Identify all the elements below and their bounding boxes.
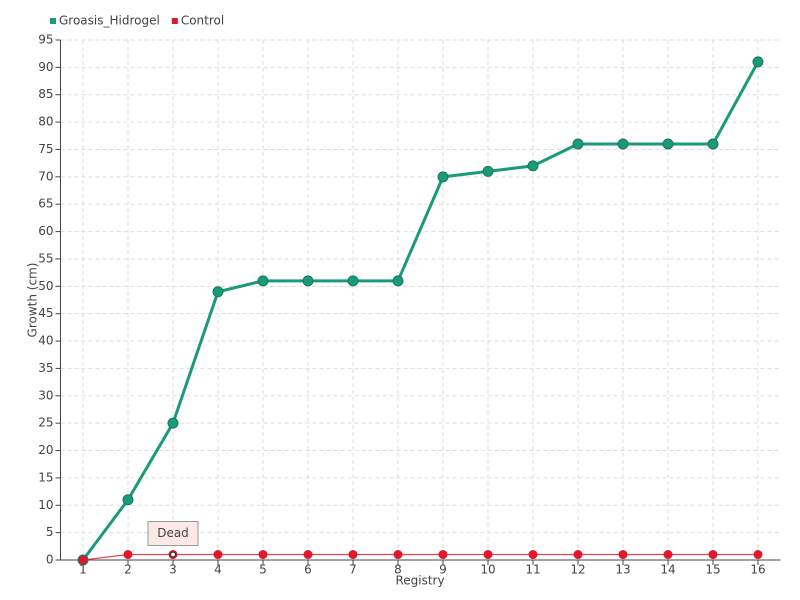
data-point	[527, 160, 539, 172]
annotation: Dead	[147, 521, 199, 547]
data-point	[348, 550, 358, 560]
legend-swatch	[50, 18, 56, 24]
y-tick-label: 20	[38, 443, 53, 457]
data-point	[213, 550, 223, 560]
y-axis-label: Growth (cm)	[26, 263, 40, 338]
x-tick-label: 1	[79, 563, 87, 577]
y-tick-label: 40	[38, 334, 53, 348]
x-tick-label: 11	[525, 563, 540, 577]
data-point	[347, 275, 359, 287]
data-point	[438, 550, 448, 560]
data-point	[303, 550, 313, 560]
data-point	[707, 138, 719, 150]
y-tick-label: 25	[38, 416, 53, 430]
x-tick-label: 4	[214, 563, 222, 577]
legend-swatch	[171, 18, 178, 24]
y-tick-label: 75	[38, 142, 53, 156]
x-tick-label: 3	[169, 563, 177, 577]
data-point	[392, 275, 404, 287]
y-tick-label: 0	[46, 553, 54, 567]
legend-item: Control	[171, 14, 224, 28]
y-tick-label: 90	[38, 60, 53, 74]
data-point	[167, 417, 179, 429]
x-tick-label: 14	[660, 563, 675, 577]
x-tick-label: 5	[259, 563, 267, 577]
data-point	[123, 550, 133, 560]
series-line	[81, 61, 760, 561]
y-tick-label: 70	[38, 169, 53, 183]
x-tick-label: 6	[304, 563, 312, 577]
data-point	[663, 550, 673, 560]
x-tick-label: 10	[480, 563, 495, 577]
x-tick-label: 7	[349, 563, 357, 577]
legend-item: Groasis_Hidrogel	[50, 14, 160, 28]
data-point	[752, 56, 764, 68]
data-point	[528, 550, 538, 560]
legend-label: Groasis_Hidrogel	[59, 14, 160, 28]
data-point	[662, 138, 674, 150]
y-tick-label: 50	[38, 279, 53, 293]
data-point	[78, 555, 88, 565]
series-line	[82, 553, 758, 561]
y-tick-label: 85	[38, 87, 53, 101]
y-tick-label: 45	[38, 306, 53, 320]
y-tick-label: 15	[38, 470, 53, 484]
y-tick-label: 95	[38, 33, 53, 47]
y-tick-label: 65	[38, 197, 53, 211]
x-tick-label: 2	[124, 563, 132, 577]
data-point	[753, 550, 763, 560]
y-tick-label: 60	[38, 224, 53, 238]
data-point	[482, 165, 494, 177]
x-tick-label: 8	[394, 563, 402, 577]
y-tick-label: 80	[38, 115, 53, 129]
annotation-text: Dead	[157, 526, 189, 540]
x-tick-label: 16	[750, 563, 765, 577]
x-tick-label: 12	[570, 563, 585, 577]
data-point	[257, 275, 269, 287]
data-point	[572, 138, 584, 150]
data-point	[258, 550, 268, 560]
x-tick-label: 13	[615, 563, 630, 577]
data-point	[393, 550, 403, 560]
data-point	[122, 494, 134, 506]
y-tick-label: 5	[46, 525, 54, 539]
y-tick-label: 30	[38, 388, 53, 402]
data-point	[212, 286, 224, 298]
x-tick-label: 9	[439, 563, 447, 577]
y-tick-label: 55	[38, 251, 53, 265]
legend-label: Control	[181, 14, 224, 28]
annotation-box	[147, 521, 199, 547]
x-tick-label: 15	[705, 563, 720, 577]
data-point	[617, 138, 629, 150]
data-point	[302, 275, 314, 287]
data-point	[437, 171, 449, 183]
data-point	[708, 550, 718, 560]
y-tick-label: 10	[38, 498, 53, 512]
data-point	[483, 550, 493, 560]
data-point	[573, 550, 583, 560]
annotation-marker	[169, 551, 177, 558]
y-tick-label: 35	[38, 361, 53, 375]
data-point	[618, 550, 628, 560]
x-axis-label: Registry	[395, 574, 444, 588]
